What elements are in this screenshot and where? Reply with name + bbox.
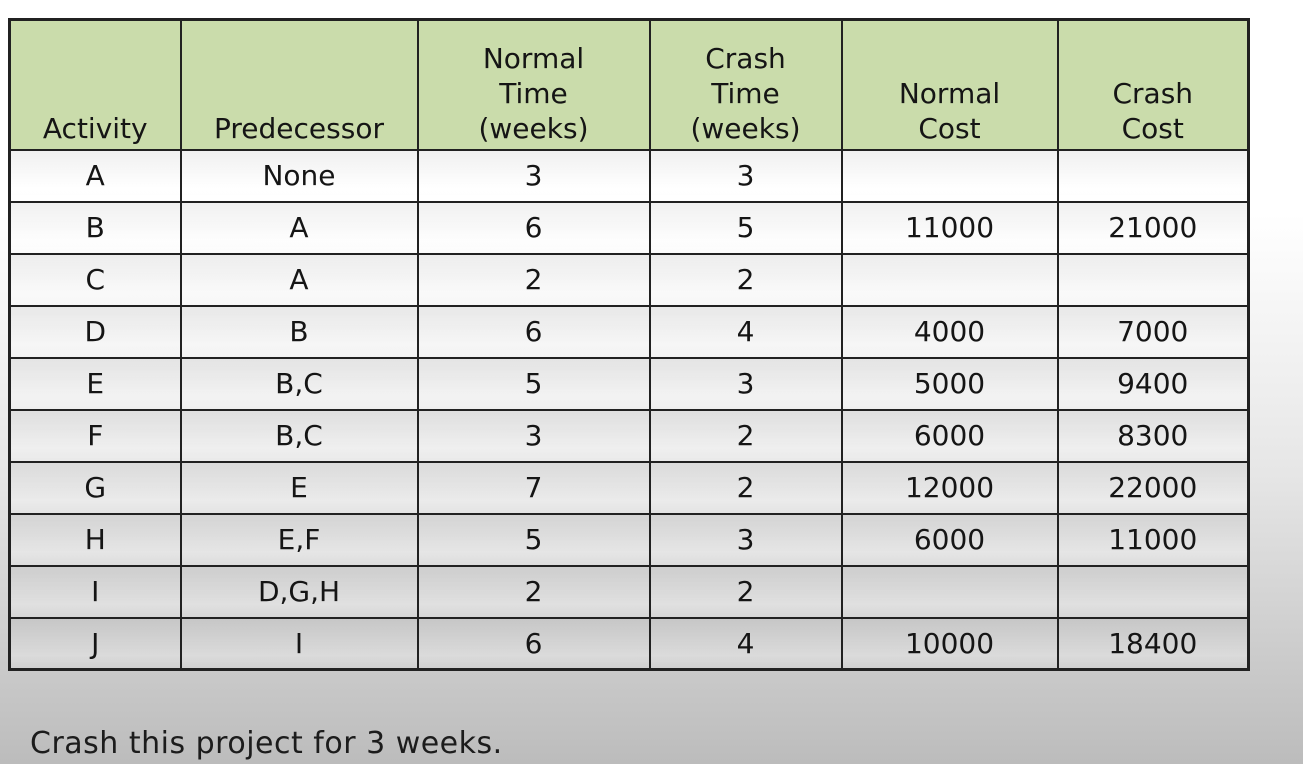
cell-crash-time: 2 xyxy=(648,408,843,463)
cell-activity: F xyxy=(8,408,182,463)
cell-normal-cost xyxy=(840,252,1059,307)
cell-crash-time: 3 xyxy=(648,512,843,567)
cell-normal-time: 2 xyxy=(416,564,651,619)
cell-normal-cost: 5000 xyxy=(840,356,1059,411)
cell-predecessor: D,G,H xyxy=(179,564,419,619)
cell-predecessor: A xyxy=(179,252,419,307)
cell-normal-cost: 6000 xyxy=(840,512,1059,567)
header-predecessor: Predecessor xyxy=(179,18,419,151)
table-row-e: E B,C 5 3 5000 9400 xyxy=(8,356,1250,411)
cell-normal-cost: 10000 xyxy=(840,616,1059,671)
cell-crash-cost: 18400 xyxy=(1056,616,1250,671)
cell-crash-time: 2 xyxy=(648,564,843,619)
cell-crash-time: 2 xyxy=(648,252,843,307)
cell-normal-cost xyxy=(840,564,1059,619)
project-crashing-table: Activity Predecessor Normal Time (weeks)… xyxy=(8,18,1250,671)
table-row-d: D B 6 4 4000 7000 xyxy=(8,304,1250,359)
cell-normal-cost: 4000 xyxy=(840,304,1059,359)
cell-normal-time: 5 xyxy=(416,356,651,411)
cell-predecessor: B,C xyxy=(179,408,419,463)
cell-crash-cost xyxy=(1056,564,1250,619)
cell-predecessor: B xyxy=(179,304,419,359)
cell-normal-cost: 6000 xyxy=(840,408,1059,463)
cell-normal-time: 3 xyxy=(416,408,651,463)
cell-normal-time: 7 xyxy=(416,460,651,515)
cell-predecessor: E,F xyxy=(179,512,419,567)
cell-activity: E xyxy=(8,356,182,411)
table-row-c: C A 2 2 xyxy=(8,252,1250,307)
cell-normal-time: 5 xyxy=(416,512,651,567)
cell-crash-cost: 22000 xyxy=(1056,460,1250,515)
header-activity: Activity xyxy=(8,18,182,151)
cell-crash-cost: 21000 xyxy=(1056,200,1250,255)
table-body: A None 3 3 B A 6 5 11000 21000 C A 2 2 xyxy=(8,148,1250,671)
cell-predecessor: E xyxy=(179,460,419,515)
cell-predecessor: B,C xyxy=(179,356,419,411)
cell-activity: C xyxy=(8,252,182,307)
table-row-g: G E 7 2 12000 22000 xyxy=(8,460,1250,515)
cell-normal-cost: 11000 xyxy=(840,200,1059,255)
cell-crash-cost: 9400 xyxy=(1056,356,1250,411)
cell-activity: I xyxy=(8,564,182,619)
caption-text: Crash this project for 3 weeks. xyxy=(30,726,503,761)
cell-predecessor: I xyxy=(179,616,419,671)
table-row-f: F B,C 3 2 6000 8300 xyxy=(8,408,1250,463)
cell-crash-cost: 8300 xyxy=(1056,408,1250,463)
cell-normal-time: 6 xyxy=(416,200,651,255)
cell-crash-time: 4 xyxy=(648,304,843,359)
cell-normal-time: 6 xyxy=(416,616,651,671)
table-row-a: A None 3 3 xyxy=(8,148,1250,203)
cell-activity: G xyxy=(8,460,182,515)
cell-crash-time: 4 xyxy=(648,616,843,671)
table-row-h: H E,F 5 3 6000 11000 xyxy=(8,512,1250,567)
cell-crash-time: 2 xyxy=(648,460,843,515)
header-crash-cost: Crash Cost xyxy=(1056,18,1250,151)
cell-activity: J xyxy=(8,616,182,671)
cell-crash-cost: 11000 xyxy=(1056,512,1250,567)
header-crash-time: Crash Time (weeks) xyxy=(648,18,843,151)
table-row-j: J I 6 4 10000 18400 xyxy=(8,616,1250,671)
cell-activity: D xyxy=(8,304,182,359)
cell-activity: A xyxy=(8,148,182,203)
cell-crash-cost xyxy=(1056,252,1250,307)
table-row-i: I D,G,H 2 2 xyxy=(8,564,1250,619)
header-row: Activity Predecessor Normal Time (weeks)… xyxy=(8,18,1250,151)
cell-activity: B xyxy=(8,200,182,255)
cell-crash-cost: 7000 xyxy=(1056,304,1250,359)
table-row-b: B A 6 5 11000 21000 xyxy=(8,200,1250,255)
cell-crash-time: 5 xyxy=(648,200,843,255)
cell-crash-time: 3 xyxy=(648,356,843,411)
header-normal-cost: Normal Cost xyxy=(840,18,1059,151)
cell-normal-cost xyxy=(840,148,1059,203)
cell-crash-time: 3 xyxy=(648,148,843,203)
header-normal-time: Normal Time (weeks) xyxy=(416,18,651,151)
cell-normal-time: 3 xyxy=(416,148,651,203)
cell-normal-time: 2 xyxy=(416,252,651,307)
cell-crash-cost xyxy=(1056,148,1250,203)
cell-normal-cost: 12000 xyxy=(840,460,1059,515)
cell-activity: H xyxy=(8,512,182,567)
cell-predecessor: A xyxy=(179,200,419,255)
cell-normal-time: 6 xyxy=(416,304,651,359)
cell-predecessor: None xyxy=(179,148,419,203)
